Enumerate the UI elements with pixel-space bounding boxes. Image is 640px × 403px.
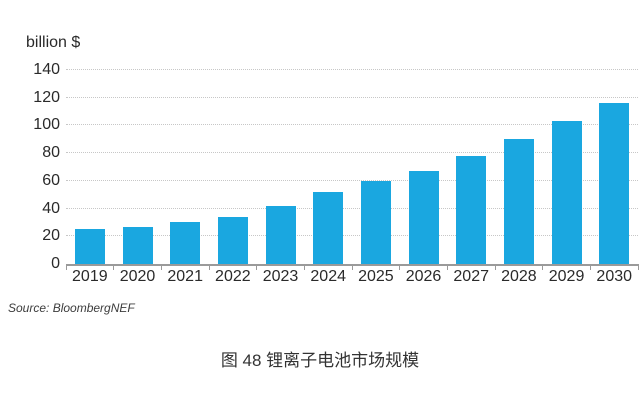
bar-cell-2026 — [400, 70, 448, 264]
x-axis-tick — [160, 264, 162, 270]
bar-2024 — [313, 191, 344, 264]
x-tick-label-2027: 2027 — [453, 268, 489, 285]
gridline-60 — [66, 179, 638, 181]
bar-2030 — [599, 103, 630, 264]
bar-2026 — [408, 171, 439, 264]
y-tick-label-140: 140 — [33, 61, 60, 78]
x-axis-tick — [351, 264, 353, 270]
bar-cell-2029 — [543, 70, 591, 264]
x-axis-tick — [113, 264, 115, 270]
x-axis-tick — [542, 264, 544, 270]
x-tick-label-2025: 2025 — [358, 268, 394, 285]
x-axis-tick — [494, 264, 496, 270]
y-tick-label-40: 40 — [42, 199, 60, 217]
x-tick-label-2028: 2028 — [501, 268, 537, 285]
x-axis-tick — [256, 264, 258, 270]
gridline-40 — [66, 207, 638, 209]
x-tick-label-2023: 2023 — [262, 268, 299, 285]
x-tick-label-2019: 2019 — [72, 268, 108, 285]
x-tick-label-2026: 2026 — [405, 268, 442, 285]
plot-area — [65, 69, 639, 270]
y-tick-label-80: 80 — [42, 144, 60, 162]
bar-2029 — [551, 121, 582, 264]
bar-cell-2020 — [114, 70, 162, 264]
x-tick-label-2029: 2029 — [548, 268, 585, 285]
y-axis-unit-label: billion $ — [26, 34, 81, 51]
x-axis-labels: 2019 2020 2021 2022 2023 2024 2025 2026 2027 2028… — [66, 268, 638, 286]
gridline-140 — [66, 69, 638, 70]
x-axis-tick — [303, 264, 305, 270]
y-tick-label-60: 60 — [42, 171, 60, 189]
y-tick-label-0: 0 — [51, 255, 60, 272]
x-axis-tick — [637, 264, 639, 270]
gridline-80 — [66, 152, 638, 154]
x-axis-tick — [208, 264, 210, 270]
bar-cell-2023 — [257, 70, 305, 264]
x-tick-label-2024: 2024 — [310, 268, 346, 285]
y-axis: 0 20 40 60 80 100 120 140 — [0, 61, 60, 272]
bar-2019 — [74, 229, 105, 264]
bar-cell-2030 — [590, 70, 638, 264]
bar-2023 — [265, 205, 296, 264]
bar-cell-2028 — [495, 70, 543, 264]
bar-2020 — [122, 226, 153, 264]
y-tick-label-100: 100 — [33, 116, 60, 134]
y-tick-label-120: 120 — [33, 88, 60, 106]
bar-2027 — [456, 155, 487, 264]
gridline-100 — [66, 124, 638, 126]
y-tick-label-20: 20 — [42, 227, 60, 245]
bar-cell-2019 — [66, 70, 114, 264]
x-tick-label-2030: 2030 — [596, 268, 633, 285]
bar-cell-2025 — [352, 70, 400, 264]
bar-cell-2021 — [161, 70, 209, 264]
bar-2021 — [170, 222, 201, 264]
bar-2028 — [503, 139, 534, 264]
x-tick-label-2020: 2020 — [119, 268, 156, 285]
bar-cell-2024 — [304, 70, 352, 264]
bar-cell-2027 — [447, 70, 495, 264]
gridline-20 — [66, 235, 638, 237]
x-tick-label-2021: 2021 — [167, 268, 203, 285]
x-axis-tick — [589, 264, 591, 270]
x-axis-tick — [446, 264, 448, 270]
bar-2022 — [217, 216, 248, 264]
figure-caption: 图 48 锂离子电池市场规模 — [220, 351, 420, 370]
bar-cell-2022 — [209, 70, 257, 264]
x-tick-label-2022: 2022 — [215, 268, 251, 285]
source-text: Source: BloombergNEF — [8, 301, 135, 315]
x-axis-tick — [65, 264, 67, 270]
gridline-120 — [66, 96, 638, 98]
bar-2025 — [360, 180, 391, 264]
bar-series — [66, 70, 638, 264]
x-axis-tick — [399, 264, 401, 270]
